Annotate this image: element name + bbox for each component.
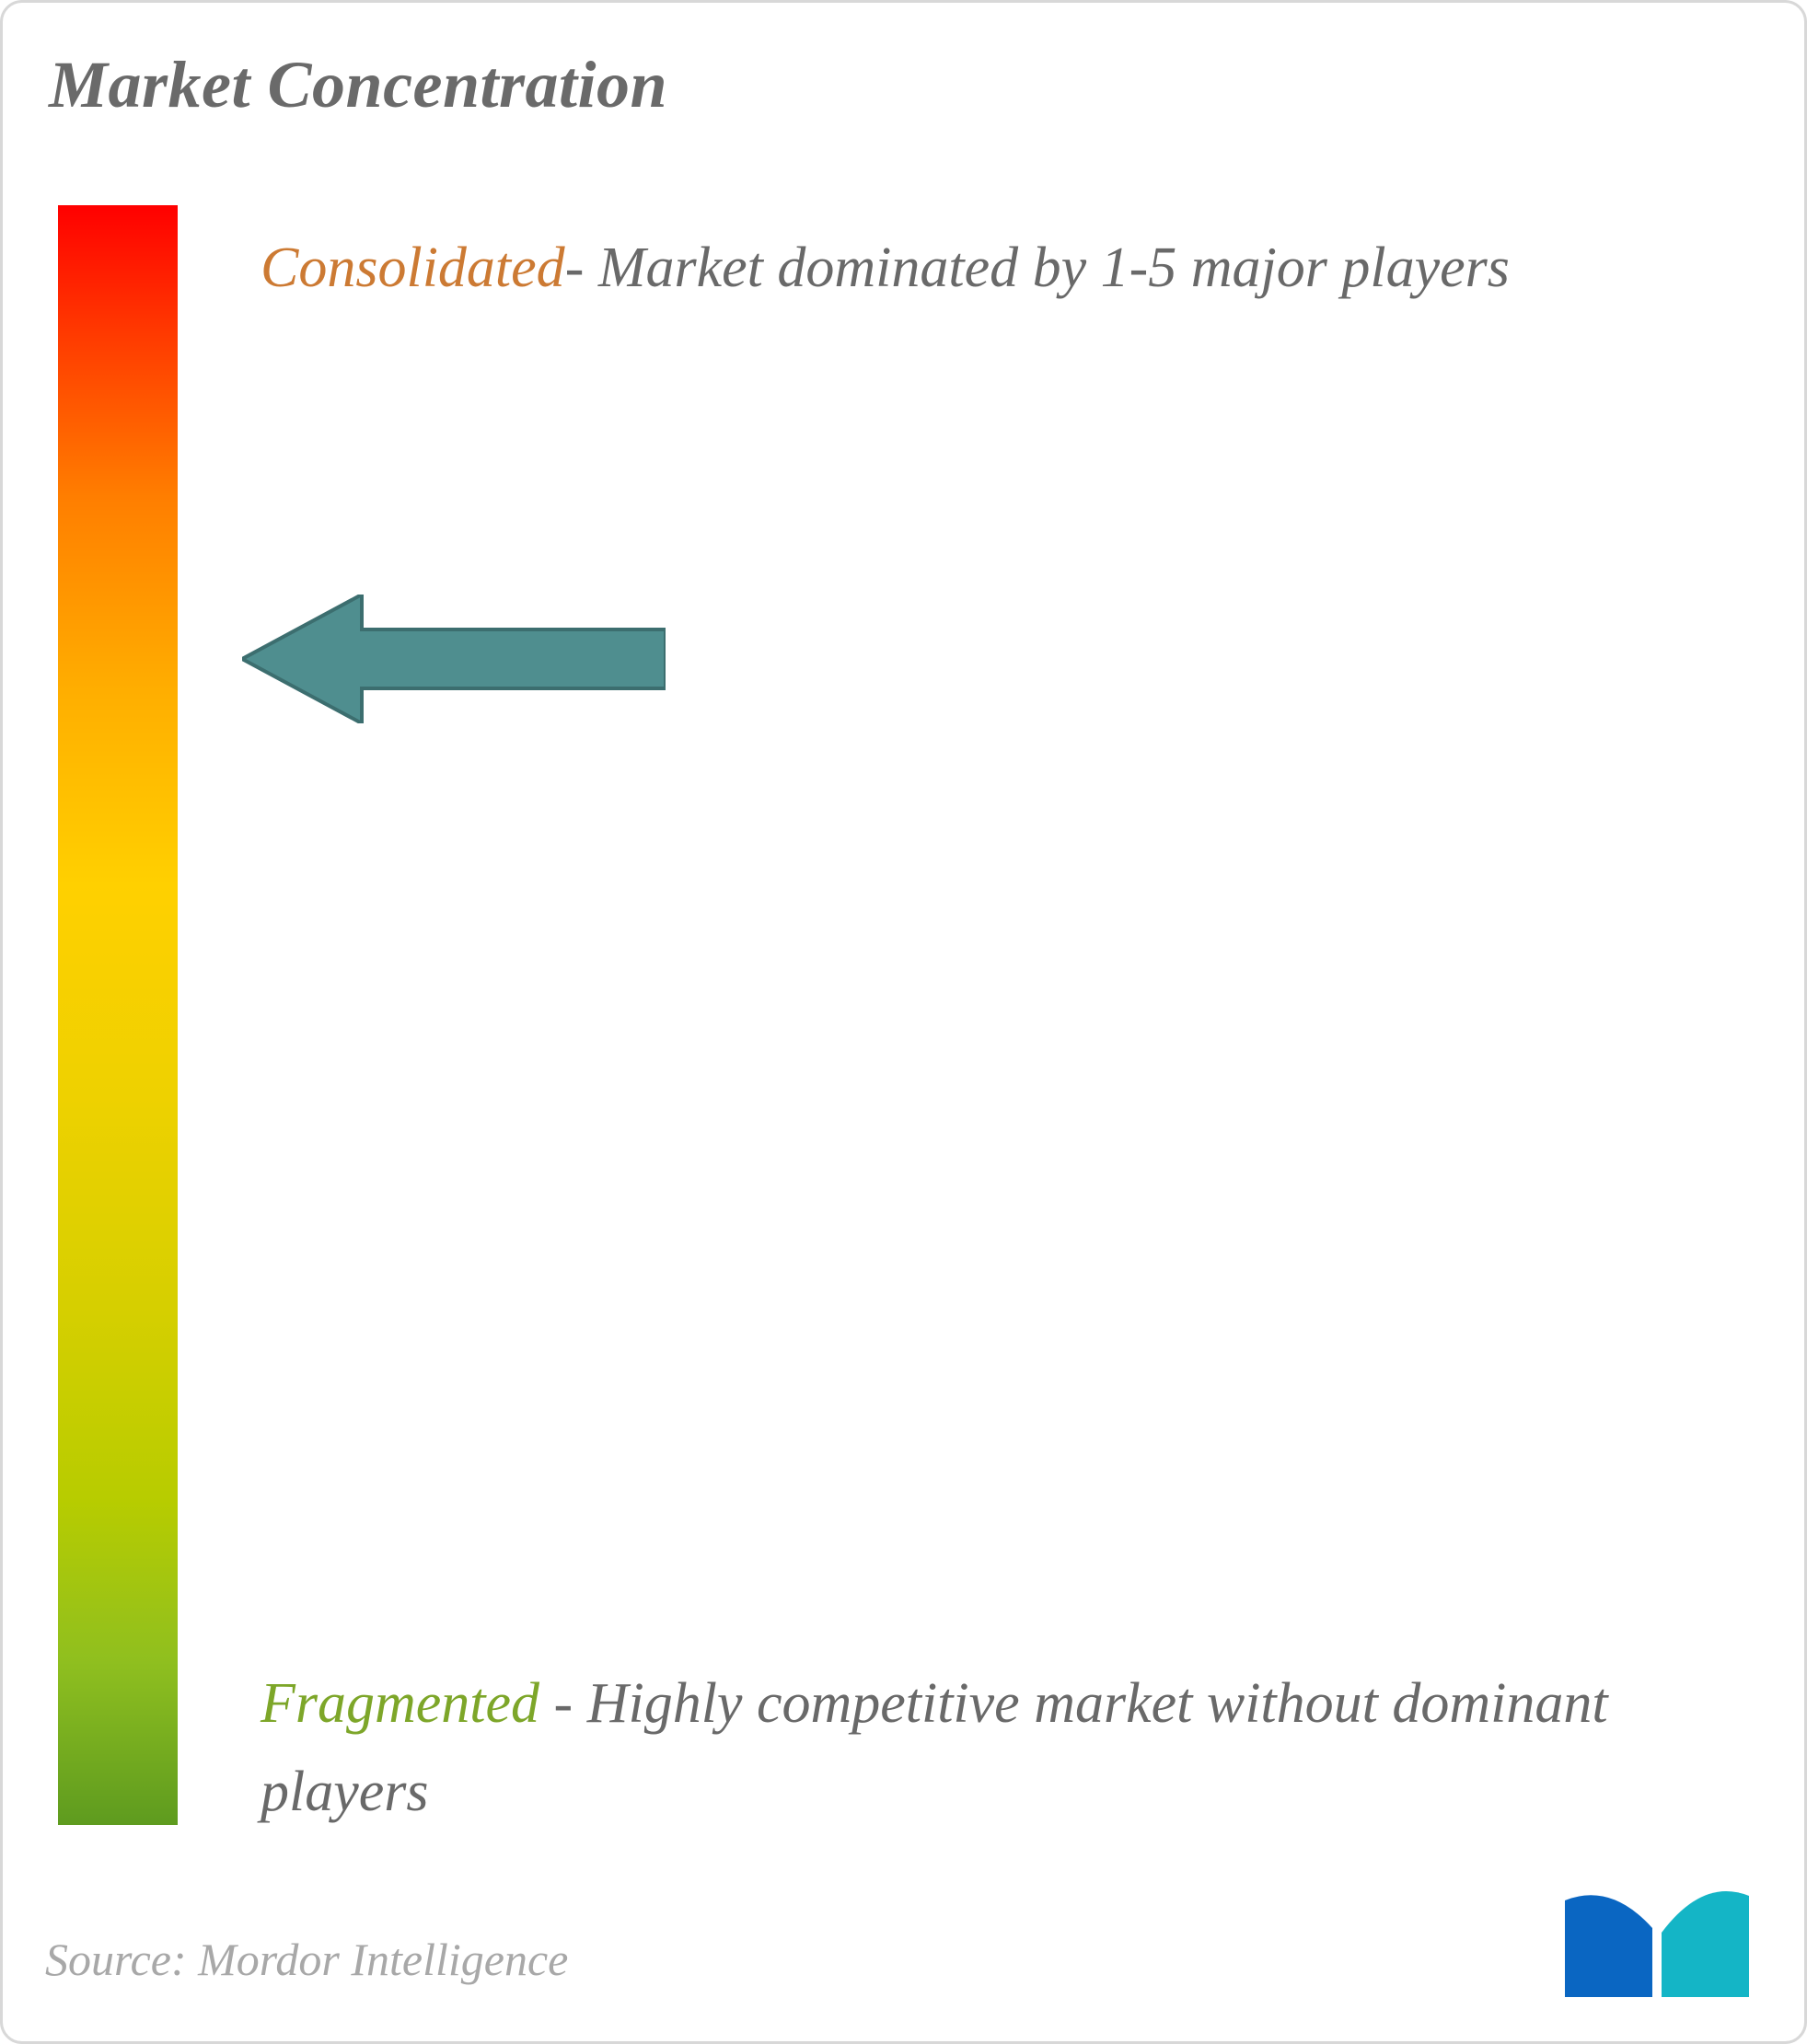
arrow-shape — [242, 595, 666, 723]
source-attribution: Source: Mordor Intelligence — [45, 1933, 568, 1986]
logo-icon — [1565, 1868, 1749, 1997]
position-arrow — [242, 595, 666, 723]
arrow-left-icon — [242, 595, 666, 723]
logo-right-shape — [1662, 1891, 1749, 1997]
consolidated-description: - Market dominated by 1-5 major players — [565, 237, 1510, 299]
consolidated-lead-word: Consolidated — [261, 237, 565, 299]
market-concentration-card: Market Concentration Consolidated- Marke… — [0, 0, 1807, 2044]
fragmented-lead-word: Fragmented — [261, 1672, 539, 1735]
logo-left-shape — [1565, 1895, 1652, 1997]
mordor-logo — [1565, 1868, 1749, 1997]
fragmented-label: Fragmented - Highly competitive market w… — [261, 1659, 1731, 1836]
card-title: Market Concentration — [49, 47, 667, 123]
consolidated-label: Consolidated- Market dominated by 1-5 ma… — [261, 224, 1731, 312]
concentration-gradient-bar — [58, 205, 178, 1825]
